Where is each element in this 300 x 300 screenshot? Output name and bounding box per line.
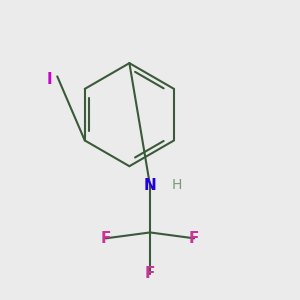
- Text: F: F: [100, 231, 111, 246]
- Text: H: H: [171, 178, 182, 192]
- Text: F: F: [145, 266, 155, 281]
- Text: N: N: [144, 178, 156, 193]
- Text: F: F: [189, 231, 200, 246]
- Text: I: I: [47, 72, 53, 87]
